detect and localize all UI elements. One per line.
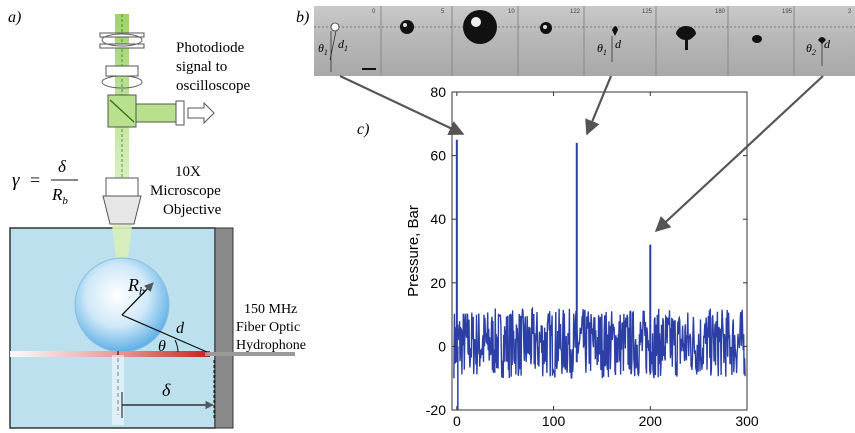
- frame-theta-3: θ2: [806, 41, 816, 57]
- y-tick-label: 80: [430, 84, 446, 100]
- formula-rb: Rb: [51, 185, 68, 207]
- radius-line: [121, 282, 154, 316]
- label-rb: Rb: [127, 275, 145, 298]
- side-port: [135, 103, 181, 123]
- connector-arrow: [654, 75, 824, 233]
- panel-label-a: a): [8, 9, 21, 26]
- distance-line-d: [121, 314, 208, 353]
- y-tick-label: -20: [426, 402, 446, 418]
- x-tick-label: 200: [639, 413, 663, 429]
- objective-line3: Objective: [163, 202, 222, 218]
- frame-d-3: d: [824, 37, 831, 51]
- tube-lens: [105, 65, 139, 77]
- objective-line1: 10X: [175, 164, 201, 180]
- scale-bar: [362, 68, 376, 70]
- formula-delta: δ: [58, 157, 67, 176]
- frame-bubble: [330, 22, 340, 32]
- frame-separators: [380, 6, 795, 76]
- photodiode-line2: signal to: [176, 59, 227, 75]
- frame-number: 5: [441, 9, 445, 15]
- frame-theta-2: θ1: [597, 41, 607, 57]
- hydrophone-line1: 150 MHz: [244, 302, 297, 317]
- x-tick-label: 300: [735, 413, 759, 429]
- y-tick-label: 20: [430, 275, 446, 291]
- x-axis-label: time, μsec: [565, 431, 634, 433]
- noise-trace: [453, 306, 746, 379]
- hydrophone-line2: Fiber Optic: [236, 320, 300, 335]
- x-tick-label: 100: [542, 413, 566, 429]
- top-lens-1: [99, 32, 145, 38]
- pressure-chart: 0 100 200 300 -20 0 20 40 60 80 time, μsec Pressure…: [398, 82, 768, 433]
- frame-number: 180: [715, 9, 726, 15]
- frame-theta-1: θ1: [318, 41, 328, 57]
- y-tick-label: 60: [430, 148, 446, 164]
- photodiode: [175, 100, 185, 126]
- frame-number: 2: [848, 9, 852, 15]
- frame-number: 125: [642, 9, 653, 15]
- photodiode-line3: oscilloscope: [176, 78, 250, 94]
- hydrophone-line3: Hydrophone: [236, 338, 306, 353]
- frame-bubble: [752, 35, 762, 43]
- frame-number: 10: [508, 9, 515, 15]
- frame-bubble: [818, 37, 826, 44]
- frame-bubble: [400, 20, 414, 34]
- formula-gamma: γ: [12, 170, 20, 191]
- label-delta: δ: [162, 380, 171, 400]
- frame-number: 122: [570, 9, 581, 15]
- y-tick-label: 0: [438, 338, 446, 354]
- tank-wall: [214, 227, 234, 429]
- y-tick-label: 40: [430, 211, 446, 227]
- signal-arrow-icon: [187, 101, 215, 125]
- frame-d-1: d1: [338, 37, 348, 53]
- bubble: [74, 257, 170, 353]
- laser-line: [10, 351, 210, 357]
- connector-arrow: [339, 75, 465, 136]
- y-axis-label: Pressure, Bar: [405, 205, 422, 297]
- objective-nose: [102, 195, 142, 225]
- objective-line2: Microscope: [150, 183, 221, 199]
- objective-body: [105, 177, 139, 197]
- frame-bubble: [612, 26, 618, 36]
- frame-d-2: d: [615, 37, 622, 51]
- label-theta: θ: [158, 338, 166, 355]
- connector-arrow: [585, 75, 613, 136]
- frame-number: 195: [782, 9, 793, 15]
- frame-number: 0: [372, 9, 376, 15]
- label-d: d: [176, 320, 185, 337]
- frame-bubble: [463, 10, 497, 44]
- panel-label-c: c): [357, 121, 369, 138]
- fiber: [205, 352, 295, 356]
- photodiode-line1: Photodiode: [176, 40, 245, 56]
- panel-label-b: b): [296, 9, 309, 26]
- formula-equals: =: [30, 170, 40, 190]
- frame-bubble: [676, 26, 696, 50]
- x-tick-label: 0: [453, 413, 461, 429]
